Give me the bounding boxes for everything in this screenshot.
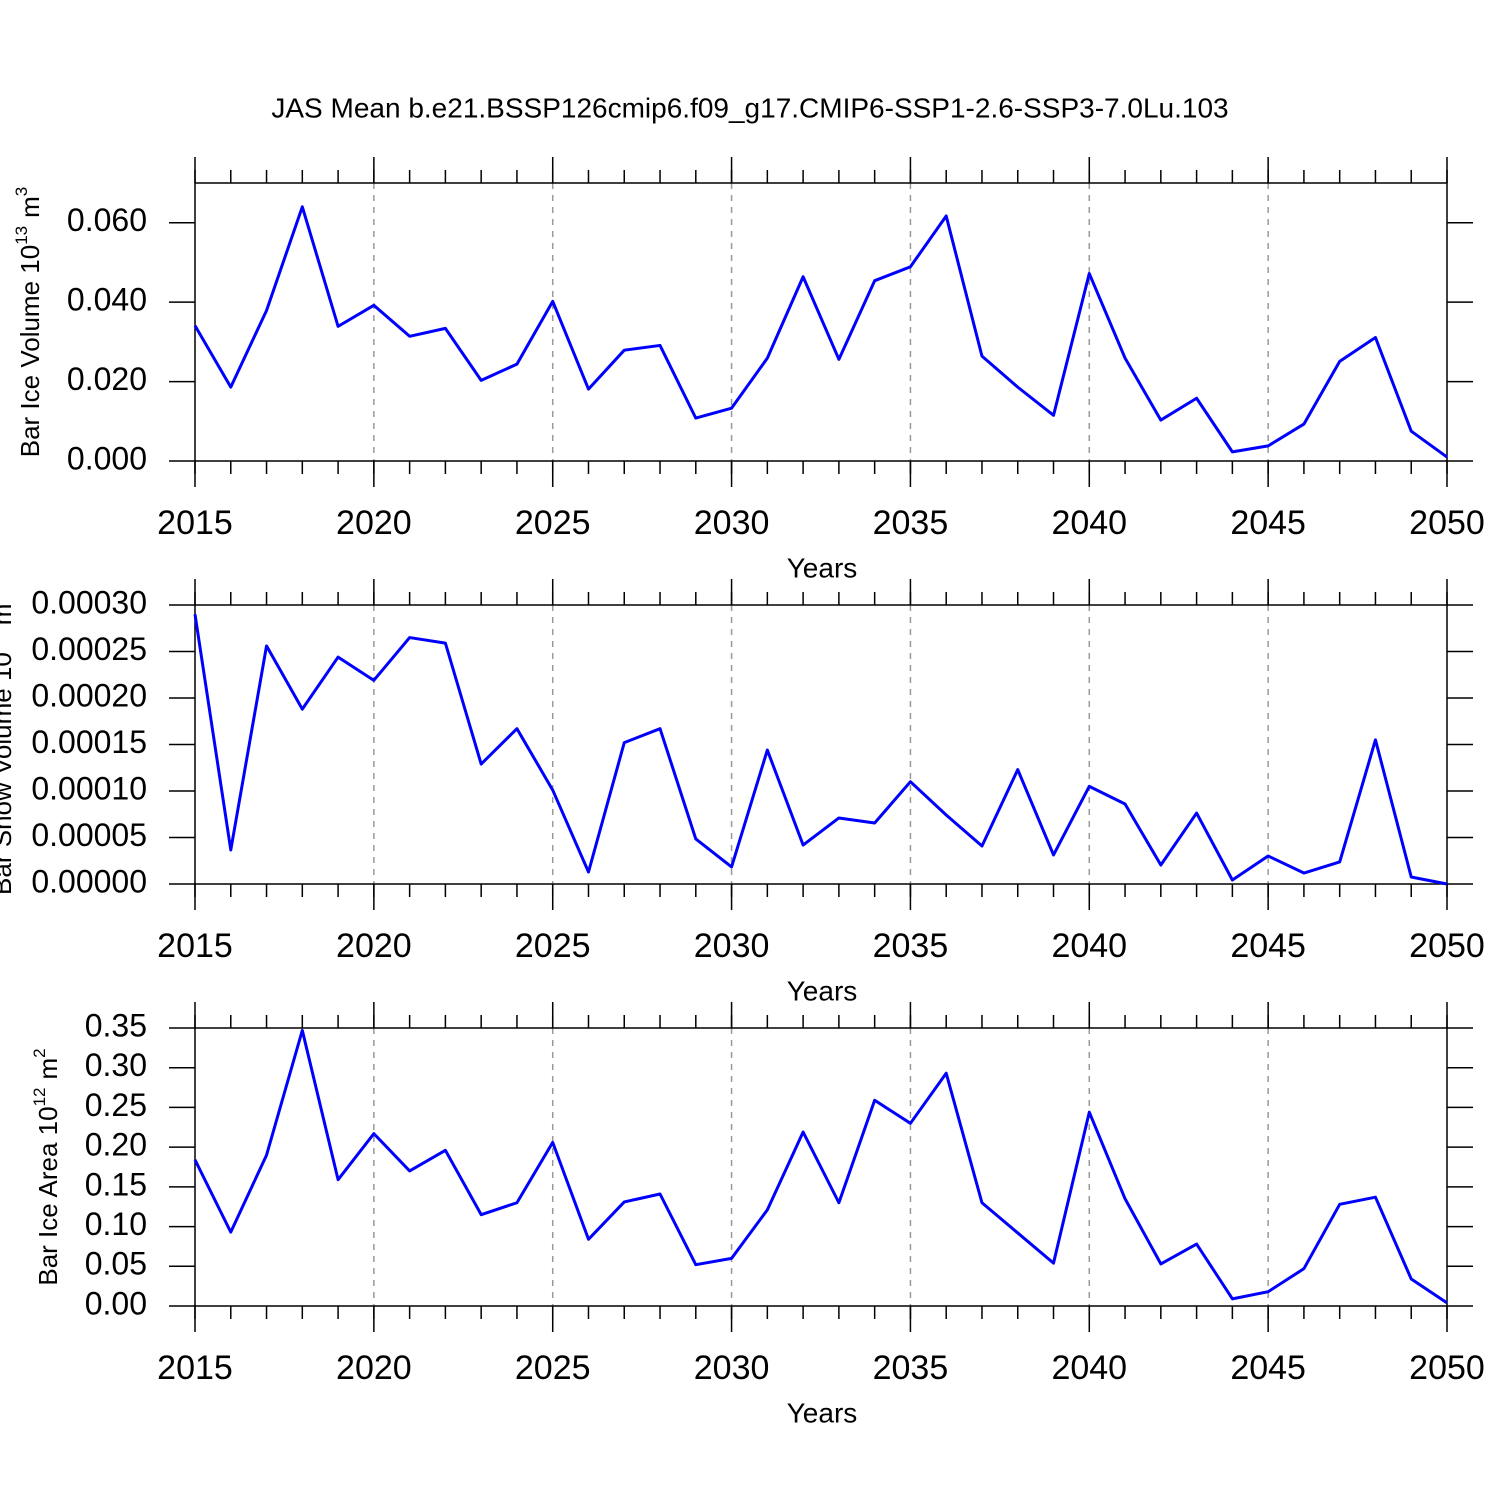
y-axis-label-part: m — [33, 1058, 63, 1080]
x-tick-label: 2015 — [157, 927, 233, 965]
x-tick-label: 2045 — [1230, 927, 1306, 965]
y-tick-label: 0.060 — [67, 202, 147, 238]
x-tick-label: 2035 — [873, 1349, 949, 1387]
y-axis-label-exponent: 3 — [0, 594, 3, 603]
y-tick-label: 0.10 — [85, 1206, 147, 1242]
y-tick-label: 0.00010 — [31, 770, 147, 806]
y-axis-label-part: Bar Snow Volume 10 — [0, 652, 17, 895]
y-axis-label: Bar Snow Volume 1013 m3 — [0, 594, 17, 895]
y-tick-label: 0.00030 — [31, 584, 147, 620]
x-tick-label: 2030 — [694, 504, 770, 542]
x-tick-label: 2035 — [873, 504, 949, 542]
y-axis-label: Bar Ice Volume 1013 m3 — [12, 187, 45, 458]
plot-frame — [194, 1027, 1448, 1307]
x-axis-label: Years — [787, 552, 858, 583]
x-axis-label: Years — [787, 1397, 858, 1428]
x-tick-label: 2040 — [1051, 927, 1127, 965]
y-axis-label-part: Bar Ice Area 10 — [33, 1106, 63, 1285]
x-tick-label: 2045 — [1230, 504, 1306, 542]
y-tick-label: 0.20 — [85, 1127, 147, 1163]
y-axis-label-exponent: 3 — [12, 187, 31, 196]
x-tick-label: 2040 — [1051, 504, 1127, 542]
y-axis-label: Bar Ice Area 1012 m2 — [30, 1048, 63, 1285]
x-tick-label: 2030 — [694, 927, 770, 965]
x-tick-label: 2050 — [1409, 927, 1485, 965]
plot-frame — [194, 604, 1448, 885]
x-tick-label: 2015 — [157, 504, 233, 542]
plot-frame — [194, 182, 1448, 462]
y-tick-label: 0.020 — [67, 361, 147, 397]
y-tick-label: 0.00015 — [31, 724, 147, 760]
data-line — [193, 1028, 1448, 1305]
y-tick-label: 0.30 — [85, 1047, 147, 1083]
data-line — [193, 614, 1448, 886]
y-tick-label: 0.00025 — [31, 631, 147, 667]
x-tick-label: 2035 — [873, 927, 949, 965]
x-tick-label: 2020 — [336, 504, 412, 542]
x-tick-label: 2025 — [515, 504, 591, 542]
x-tick-label: 2045 — [1230, 1349, 1306, 1387]
chart-title: JAS Mean b.e21.BSSP126cmip6.f09_g17.CMIP… — [271, 92, 1228, 123]
y-tick-label: 0.00005 — [31, 817, 147, 853]
y-tick-label: 0.00020 — [31, 677, 147, 713]
x-axis-label: Years — [787, 975, 858, 1006]
x-tick-label: 2050 — [1409, 504, 1485, 542]
y-axis-label-part: m — [0, 604, 17, 626]
y-axis-label-exponent: 13 — [12, 226, 31, 245]
x-tick-label: 2020 — [336, 1349, 412, 1387]
x-tick-label: 2040 — [1051, 1349, 1127, 1387]
y-tick-label: 0.25 — [85, 1087, 147, 1123]
panel: 2015 2020 2025 2030 2035 2040 2045 2050 0.000 0.0… — [12, 157, 1485, 583]
panel: 2015 2020 2025 2030 2035 2040 2045 2050 0.000.05… — [30, 1002, 1485, 1428]
y-tick-label: 0.15 — [85, 1166, 147, 1202]
y-tick-label: 0.00 — [85, 1285, 147, 1321]
x-tick-label: 2030 — [694, 1349, 770, 1387]
y-axis-label-part: Bar Ice Volume 10 — [15, 245, 45, 457]
x-tick-label: 2025 — [515, 1349, 591, 1387]
y-tick-label: 0.040 — [67, 282, 147, 318]
x-tick-label: 2015 — [157, 1349, 233, 1387]
panel: 2015 2020 2025 2030 2035 2040 2045 2050 0.00000 0… — [0, 579, 1485, 1006]
x-tick-label: 2025 — [515, 927, 591, 965]
y-axis-label-exponent: 12 — [30, 1087, 49, 1106]
y-axis-label-exponent: 2 — [30, 1048, 49, 1057]
x-tick-label: 2050 — [1409, 1349, 1485, 1387]
y-tick-label: 0.000 — [67, 440, 147, 476]
y-axis-label-exponent: 13 — [0, 633, 3, 652]
y-tick-label: 0.05 — [85, 1246, 147, 1282]
y-axis-label-part: m — [15, 196, 45, 218]
y-tick-label: 0.35 — [85, 1007, 147, 1043]
x-tick-label: 2020 — [336, 927, 412, 965]
data-line — [193, 205, 1448, 459]
y-tick-label: 0.00000 — [31, 863, 147, 899]
